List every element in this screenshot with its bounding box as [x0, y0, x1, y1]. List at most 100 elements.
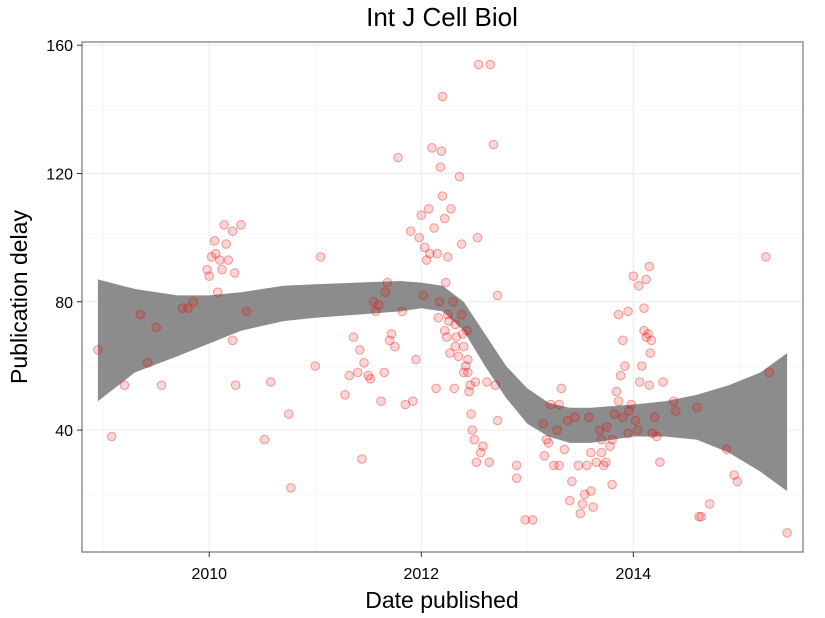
data-point	[453, 351, 464, 362]
data-point	[624, 406, 634, 416]
data-point	[694, 511, 704, 522]
data-point	[432, 248, 443, 259]
data-point	[562, 415, 573, 426]
data-point	[721, 444, 732, 455]
data-point	[204, 271, 214, 282]
data-point	[639, 325, 649, 336]
data-point	[451, 332, 462, 342]
data-point	[641, 332, 651, 342]
data-point	[554, 460, 564, 471]
plot-panel-border	[81, 41, 804, 553]
data-point	[644, 380, 655, 391]
data-point	[492, 415, 503, 426]
data-point	[156, 380, 167, 391]
data-point	[651, 431, 662, 442]
data-point	[464, 386, 474, 397]
data-point	[647, 428, 658, 439]
data-point	[454, 171, 465, 182]
data-point	[461, 361, 471, 371]
data-point	[177, 303, 188, 314]
data-point	[538, 418, 549, 429]
data-point	[472, 232, 483, 243]
data-point	[448, 297, 458, 307]
data-point	[418, 290, 429, 301]
data-point	[370, 306, 381, 317]
data-point	[397, 306, 408, 317]
y-tick-label: 80	[55, 295, 73, 312]
data-point	[618, 335, 628, 346]
data-point	[363, 370, 374, 381]
data-point	[443, 252, 453, 262]
data-point	[704, 499, 715, 509]
data-point	[545, 399, 556, 410]
data-point	[485, 59, 496, 70]
data-point	[414, 232, 425, 243]
data-point	[644, 261, 655, 272]
data-point	[437, 91, 448, 102]
data-point	[437, 191, 448, 201]
data-point	[441, 332, 452, 342]
data-point	[630, 415, 641, 426]
data-point	[400, 399, 411, 410]
data-point	[393, 152, 403, 163]
data-point	[579, 489, 590, 500]
data-point	[618, 412, 628, 423]
data-point	[567, 476, 577, 487]
data-point	[626, 399, 637, 410]
data-point	[212, 287, 223, 298]
data-point	[142, 358, 153, 368]
data-point	[209, 236, 220, 246]
data-point	[559, 444, 570, 455]
data-point	[456, 309, 467, 320]
data-point	[484, 457, 495, 468]
x-axis-ticks: 2010 2012 2014	[191, 552, 651, 583]
data-point	[511, 473, 522, 484]
data-point	[575, 508, 586, 519]
data-point	[692, 402, 702, 413]
data-point	[450, 341, 461, 352]
data-point	[520, 515, 531, 525]
data-point	[602, 422, 612, 432]
data-point	[384, 335, 395, 346]
data-point	[655, 457, 665, 468]
data-point	[633, 281, 644, 291]
data-point	[473, 59, 484, 70]
data-point	[668, 396, 679, 407]
data-point	[151, 322, 161, 333]
data-point	[265, 377, 276, 387]
data-point	[620, 361, 630, 371]
data-point	[639, 303, 649, 314]
data-point	[429, 223, 439, 233]
data-point	[215, 255, 225, 265]
data-point	[490, 380, 501, 391]
data-point	[106, 431, 117, 442]
y-tick-label: 120	[46, 167, 73, 184]
data-point	[607, 479, 617, 490]
data-point	[541, 434, 552, 445]
x-tick-label: 2012	[403, 566, 439, 583]
data-point	[613, 396, 624, 407]
data-point	[598, 460, 609, 471]
data-point	[611, 386, 622, 397]
data-point	[440, 277, 451, 288]
data-point	[457, 329, 468, 339]
data-point	[601, 457, 611, 468]
data-point	[613, 309, 624, 320]
data-point	[465, 380, 475, 391]
data-point	[286, 483, 296, 493]
data-point	[376, 396, 386, 407]
data-point	[380, 287, 391, 298]
data-point	[782, 528, 792, 538]
data-point	[443, 309, 453, 320]
data-point	[210, 248, 221, 259]
data-point	[623, 306, 633, 317]
data-point	[365, 374, 376, 384]
data-point	[425, 248, 435, 259]
data-point	[227, 335, 238, 346]
data-point	[206, 252, 217, 262]
data-point	[348, 332, 359, 342]
data-point	[607, 434, 617, 445]
data-point	[564, 495, 575, 506]
data-point	[310, 361, 321, 371]
data-point	[386, 329, 397, 339]
